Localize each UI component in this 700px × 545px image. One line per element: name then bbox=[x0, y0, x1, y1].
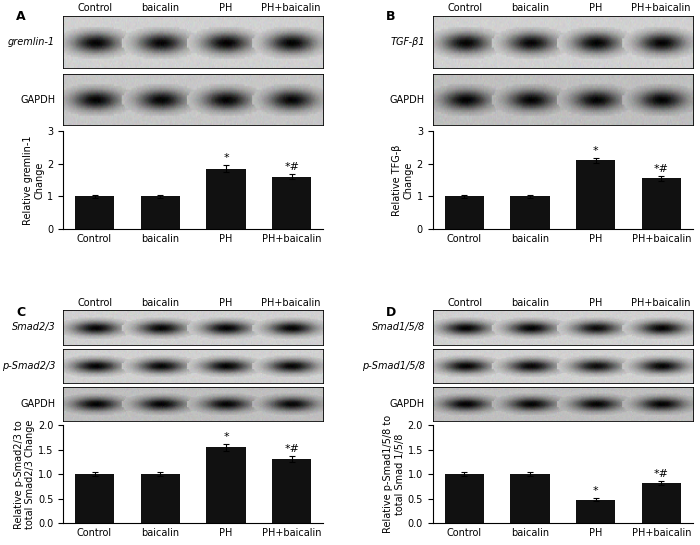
Bar bbox=[272, 458, 312, 523]
Text: gremlin-1: gremlin-1 bbox=[8, 37, 55, 47]
Text: *#: *# bbox=[654, 164, 669, 174]
Text: PH+baicalin: PH+baicalin bbox=[261, 3, 321, 13]
Text: C: C bbox=[16, 306, 25, 319]
Text: D: D bbox=[386, 306, 396, 319]
Bar bbox=[510, 197, 550, 229]
Text: GAPDH: GAPDH bbox=[20, 399, 55, 409]
Text: PH: PH bbox=[219, 298, 232, 308]
Text: *: * bbox=[223, 432, 229, 442]
Text: Control: Control bbox=[78, 3, 113, 13]
Text: B: B bbox=[386, 10, 396, 23]
Text: *#: *# bbox=[654, 469, 669, 479]
Bar bbox=[272, 177, 312, 229]
Text: *#: *# bbox=[284, 444, 300, 453]
Text: baicalin: baicalin bbox=[141, 298, 180, 308]
Text: GAPDH: GAPDH bbox=[20, 94, 55, 105]
Bar bbox=[642, 178, 681, 229]
Y-axis label: Relative p-Smad2/3 to
total Smad2/3 Change: Relative p-Smad2/3 to total Smad2/3 Chan… bbox=[13, 420, 35, 529]
Text: Smad2/3: Smad2/3 bbox=[11, 323, 55, 332]
Bar bbox=[206, 447, 246, 523]
Text: *: * bbox=[593, 146, 598, 156]
Text: PH: PH bbox=[589, 298, 602, 308]
Bar bbox=[75, 474, 114, 523]
Text: baicalin: baicalin bbox=[511, 298, 550, 308]
Text: GAPDH: GAPDH bbox=[390, 399, 425, 409]
Text: Control: Control bbox=[447, 298, 483, 308]
Bar bbox=[576, 160, 615, 229]
Bar bbox=[141, 197, 180, 229]
Text: *: * bbox=[223, 153, 229, 164]
Text: baicalin: baicalin bbox=[511, 3, 550, 13]
Text: TGF-β1: TGF-β1 bbox=[390, 37, 425, 47]
Bar bbox=[444, 474, 484, 523]
Bar bbox=[206, 168, 246, 229]
Bar bbox=[510, 474, 550, 523]
Text: Control: Control bbox=[447, 3, 483, 13]
Bar bbox=[141, 474, 180, 523]
Text: PH: PH bbox=[589, 3, 602, 13]
Text: A: A bbox=[16, 10, 26, 23]
Bar bbox=[576, 500, 615, 523]
Bar bbox=[642, 483, 681, 523]
Text: *#: *# bbox=[284, 162, 300, 172]
Y-axis label: Relative p-Smad1/5/8 to
total Smad 1/5/8: Relative p-Smad1/5/8 to total Smad 1/5/8 bbox=[383, 415, 405, 534]
Text: p-Smad1/5/8: p-Smad1/5/8 bbox=[362, 361, 425, 371]
Text: PH: PH bbox=[219, 3, 232, 13]
Text: *: * bbox=[593, 486, 598, 496]
Y-axis label: Relative TFG-β
Change: Relative TFG-β Change bbox=[392, 144, 414, 216]
Y-axis label: Relative gremlin-1
Change: Relative gremlin-1 Change bbox=[22, 135, 44, 225]
Bar bbox=[75, 197, 114, 229]
Text: p-Smad2/3: p-Smad2/3 bbox=[1, 361, 55, 371]
Text: PH+baicalin: PH+baicalin bbox=[261, 298, 321, 308]
Text: Smad1/5/8: Smad1/5/8 bbox=[372, 323, 425, 332]
Text: baicalin: baicalin bbox=[141, 3, 180, 13]
Text: GAPDH: GAPDH bbox=[390, 94, 425, 105]
Text: PH+baicalin: PH+baicalin bbox=[631, 3, 690, 13]
Bar bbox=[444, 197, 484, 229]
Text: Control: Control bbox=[78, 298, 113, 308]
Text: PH+baicalin: PH+baicalin bbox=[631, 298, 690, 308]
